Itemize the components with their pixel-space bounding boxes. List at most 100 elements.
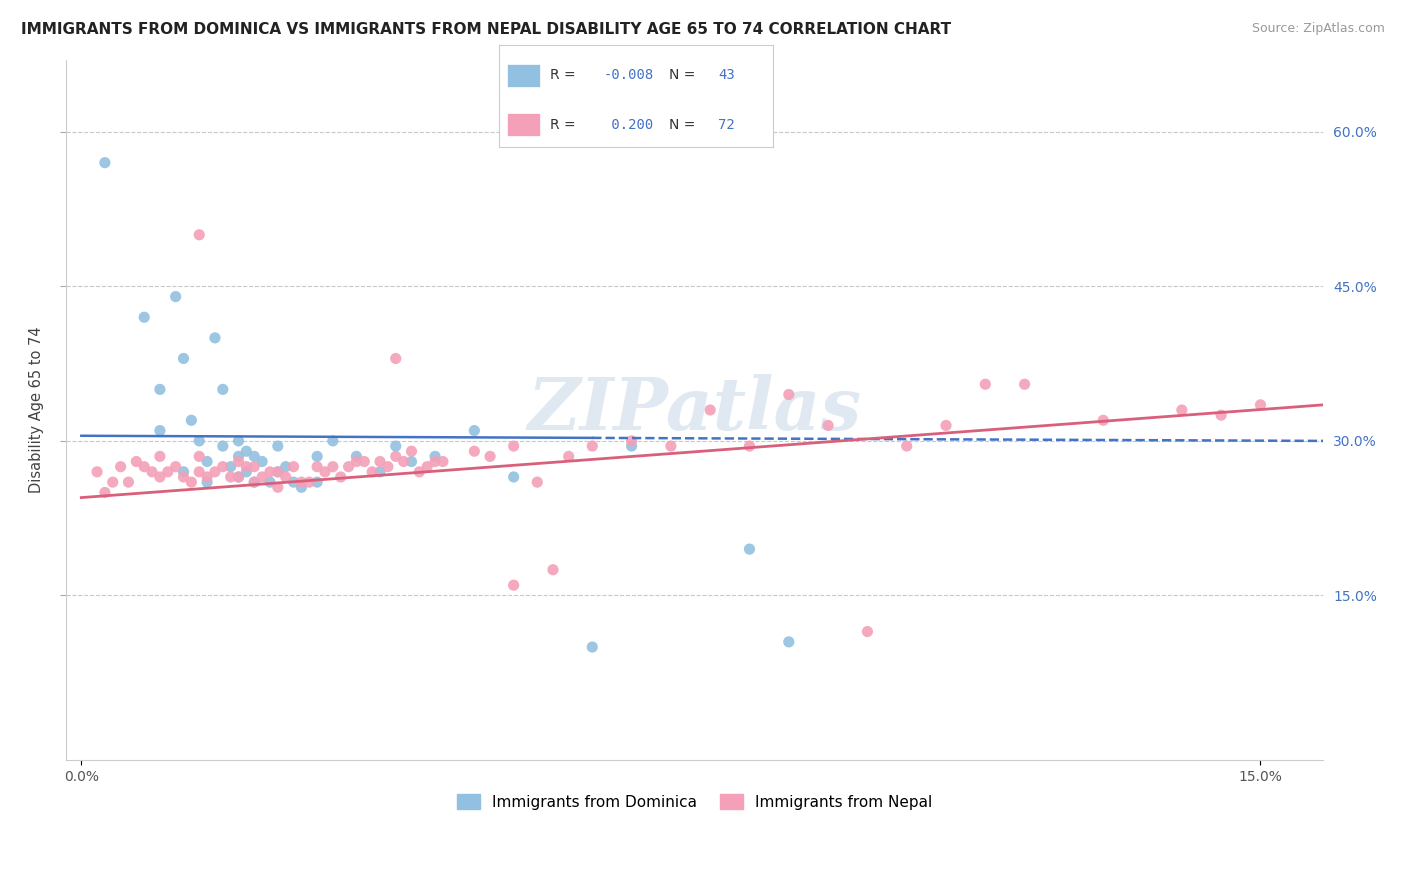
Point [392,454,415,468]
Point [298,475,321,490]
Point [149,470,172,484]
Text: N =: N = [669,118,700,132]
Point [211,383,233,397]
Point [117,475,139,490]
Point [384,351,406,366]
Point [502,439,524,453]
Point [283,459,305,474]
Point [180,475,202,490]
Point [361,465,384,479]
Point [211,459,233,474]
Point [401,454,423,468]
Point [243,475,266,490]
Point [173,465,195,479]
Point [188,465,211,479]
Point [423,450,446,464]
Point [557,450,579,464]
Point [94,155,117,169]
Point [235,465,257,479]
Text: IMMIGRANTS FROM DOMINICA VS IMMIGRANTS FROM NEPAL DISABILITY AGE 65 TO 74 CORREL: IMMIGRANTS FROM DOMINICA VS IMMIGRANTS F… [21,22,952,37]
Point [134,459,156,474]
Point [1092,413,1115,427]
Point [738,439,761,453]
Point [195,470,218,484]
Point [620,434,643,448]
Point [243,450,266,464]
Point [290,475,312,490]
Point [243,475,266,490]
Point [188,434,211,448]
Point [896,439,918,453]
Point [195,454,218,468]
Point [384,439,406,453]
Point [204,331,226,345]
Point [377,459,399,474]
Point [290,480,312,494]
Point [283,475,305,490]
Point [659,439,682,453]
Point [778,635,800,649]
Point [165,459,187,474]
Point [94,485,117,500]
Point [502,470,524,484]
Point [228,434,250,448]
Point [110,459,132,474]
FancyBboxPatch shape [508,64,540,87]
Point [416,459,439,474]
Text: 43: 43 [718,69,735,82]
Point [463,424,485,438]
Point [156,465,179,479]
Point [541,563,564,577]
Point [125,454,148,468]
Point [1211,408,1233,422]
Point [581,439,603,453]
Point [463,444,485,458]
Point [699,403,721,417]
Point [1014,377,1036,392]
Point [173,351,195,366]
Point [423,454,446,468]
Point [974,377,997,392]
Point [322,459,344,474]
Point [307,450,329,464]
Point [1171,403,1194,417]
Point [314,465,336,479]
Text: Source: ZipAtlas.com: Source: ZipAtlas.com [1251,22,1385,36]
Text: 0.200: 0.200 [603,118,654,132]
Point [228,454,250,468]
Point [322,434,344,448]
Point [346,450,368,464]
Point [267,439,290,453]
Point [165,290,187,304]
Point [250,470,273,484]
Text: -0.008: -0.008 [603,69,654,82]
Point [259,465,281,479]
Point [267,465,290,479]
Point [274,470,297,484]
Point [235,459,257,474]
Point [778,387,800,401]
Point [267,480,290,494]
Text: R =: R = [550,118,579,132]
Point [243,459,266,474]
Point [204,465,226,479]
Point [368,465,391,479]
Point [149,383,172,397]
Point [346,454,368,468]
Point [219,470,242,484]
Point [180,413,202,427]
Point [353,454,375,468]
Point [134,310,156,325]
Point [86,465,108,479]
Point [401,444,423,458]
Point [502,578,524,592]
Point [235,444,257,458]
Text: ZIPatlas: ZIPatlas [527,375,862,445]
Point [228,470,250,484]
Point [581,640,603,654]
Point [384,450,406,464]
Text: 72: 72 [718,118,735,132]
Y-axis label: Disability Age 65 to 74: Disability Age 65 to 74 [30,326,44,493]
Point [307,459,329,474]
Point [738,542,761,557]
